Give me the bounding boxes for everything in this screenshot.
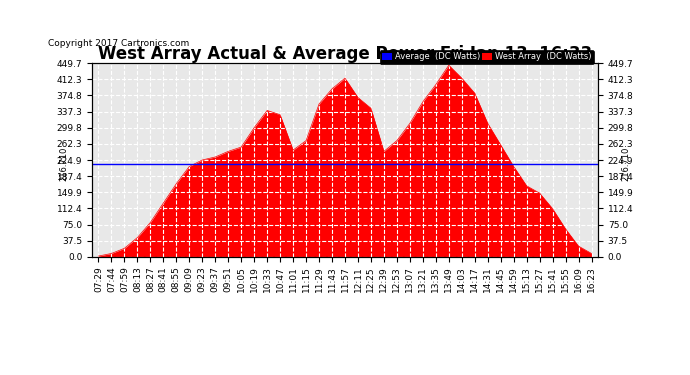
Text: 216.710: 216.710 bbox=[59, 146, 69, 181]
Legend: Average  (DC Watts), West Array  (DC Watts): Average (DC Watts), West Array (DC Watts… bbox=[380, 50, 594, 64]
Title: West Array Actual & Average Power Fri Jan 13  16:33: West Array Actual & Average Power Fri Ja… bbox=[98, 45, 592, 63]
Text: 216.710: 216.710 bbox=[621, 146, 631, 181]
Text: Copyright 2017 Cartronics.com: Copyright 2017 Cartronics.com bbox=[48, 39, 190, 48]
